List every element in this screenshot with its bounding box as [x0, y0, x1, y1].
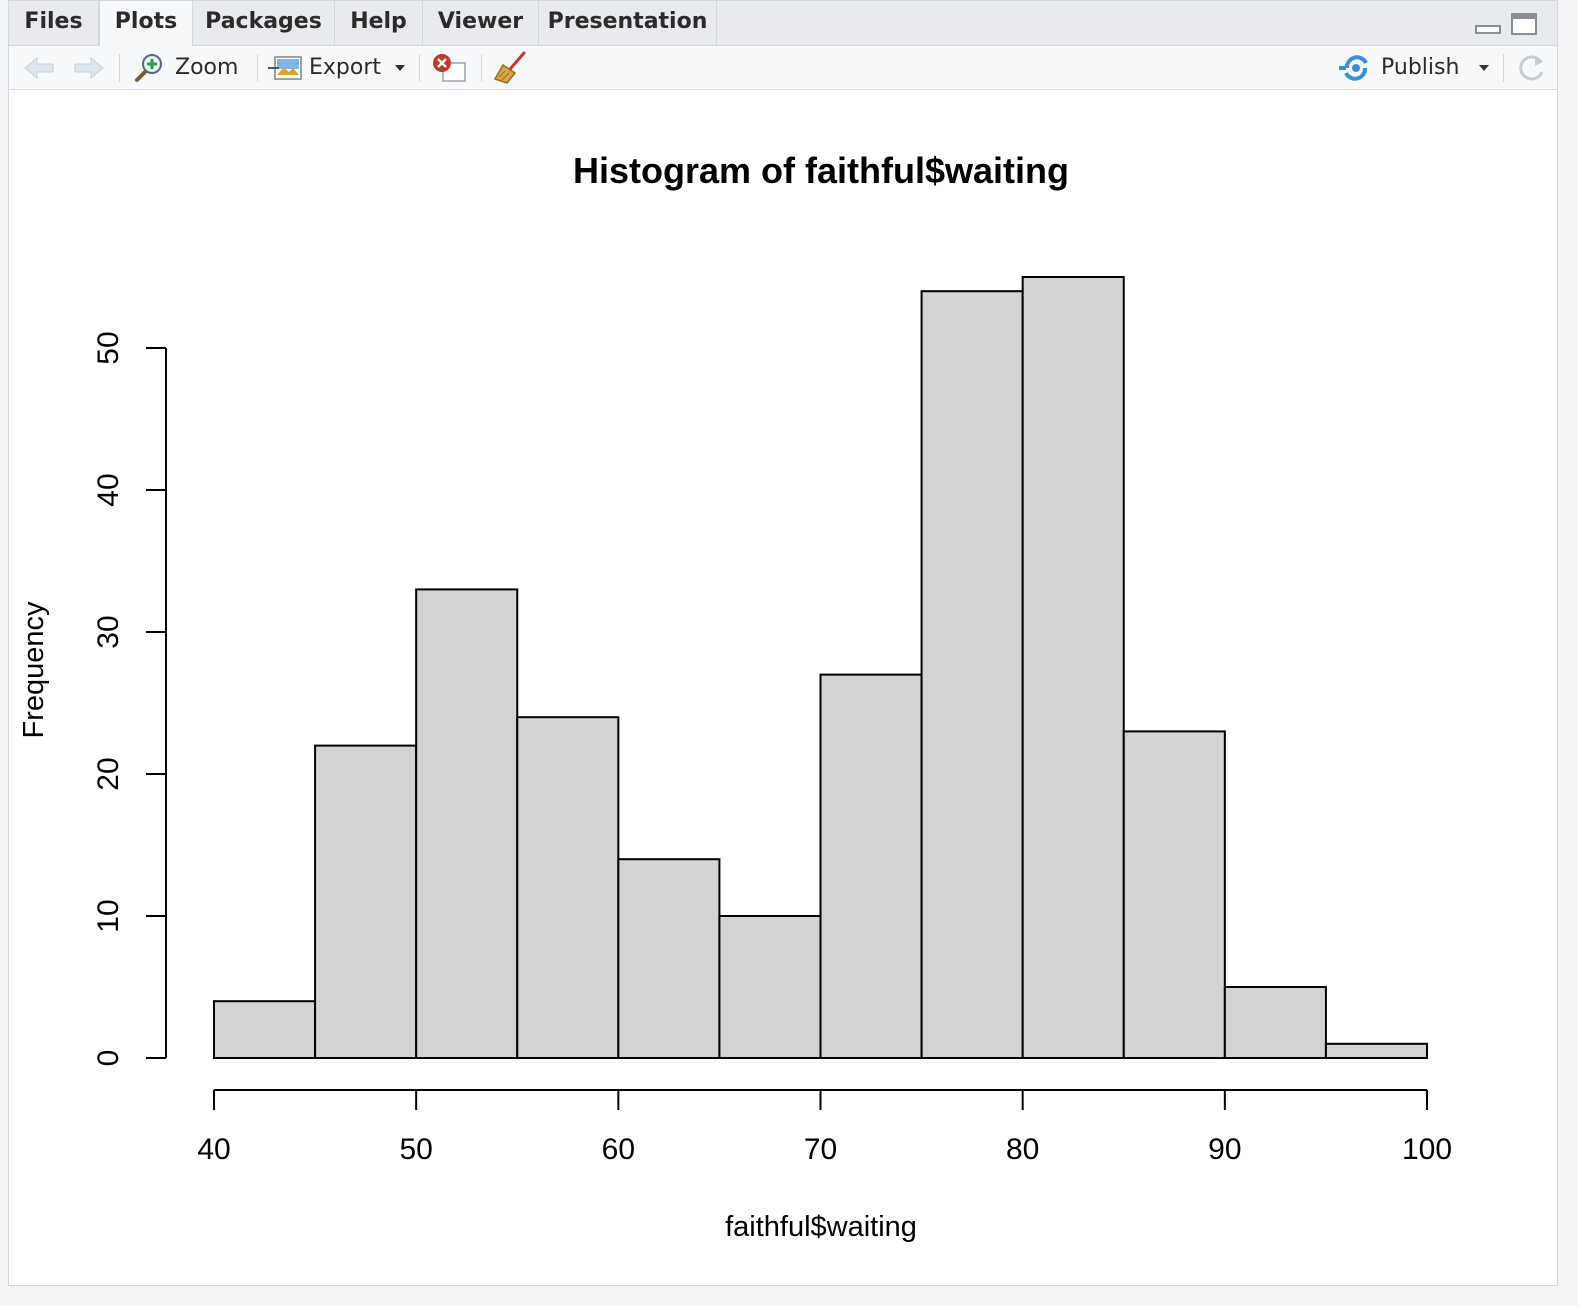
maximize-icon[interactable] [1511, 13, 1537, 35]
arrow-left-icon [24, 56, 54, 79]
toolbar-separator [1503, 54, 1504, 82]
refresh-icon [1519, 54, 1544, 80]
tab-files[interactable]: Files [9, 1, 99, 45]
image-export-icon [268, 55, 302, 80]
publish-icon [1339, 54, 1368, 81]
histogram-bar [617, 858, 721, 1060]
zoom-button[interactable]: Zoom [133, 46, 238, 89]
x-axis: 40 50 60 70 80 90 100 [197, 1089, 1452, 1166]
y-tick-label: 10 [92, 899, 125, 932]
tab-presentation[interactable]: Presentation [539, 1, 717, 45]
histogram-bar [415, 588, 519, 1059]
chevron-down-icon [395, 64, 406, 71]
magnifier-plus-icon [135, 53, 162, 82]
toolbar-separator [119, 54, 120, 82]
remove-plot-icon [433, 53, 466, 82]
toolbar-separator [481, 54, 482, 82]
histogram-bar [718, 915, 822, 1059]
x-tick-label: 90 [1208, 1133, 1241, 1166]
histogram-bar [213, 1000, 317, 1060]
histogram-bar [314, 744, 418, 1059]
tab-viewer[interactable]: Viewer [423, 1, 539, 45]
chevron-down-icon [1479, 64, 1490, 71]
publish-label: Publish [1381, 55, 1460, 80]
histogram-bar [516, 716, 620, 1059]
histogram-bar [819, 673, 923, 1059]
x-tick-label: 80 [1006, 1133, 1039, 1166]
publish-button[interactable]: Publish [1339, 46, 1490, 89]
export-button[interactable]: Export [267, 46, 406, 89]
y-tick-label: 30 [92, 615, 125, 648]
remove-plot-button[interactable] [429, 46, 467, 89]
chart-title: Histogram of faithful$waiting [573, 150, 1069, 191]
arrow-right-icon [74, 56, 104, 79]
plots-pane: Files Plots Packages Help Viewer Present… [8, 0, 1558, 1286]
clear-plots-button[interactable] [493, 46, 527, 89]
zoom-label: Zoom [175, 55, 239, 80]
plot-area: Histogram of faithful$waiting faithful$w… [9, 90, 1557, 1285]
tab-help[interactable]: Help [335, 1, 423, 45]
tab-plots[interactable]: Plots [99, 1, 193, 47]
x-tick-label: 100 [1402, 1133, 1452, 1166]
y-axis: 0 10 20 30 40 50 [92, 331, 167, 1067]
forward-button[interactable] [73, 46, 105, 89]
histogram-chart: Histogram of faithful$waiting faithful$w… [18, 150, 1452, 1243]
x-tick-label: 70 [804, 1133, 837, 1166]
x-tick-label: 60 [602, 1133, 635, 1166]
x-tick-label: 50 [399, 1133, 432, 1166]
y-tick-label: 40 [92, 473, 125, 506]
tab-bar: Files Plots Packages Help Viewer Present… [9, 1, 1557, 47]
refresh-button[interactable] [1515, 46, 1547, 89]
y-tick-label: 20 [92, 757, 125, 790]
x-axis-label: faithful$waiting [725, 1211, 917, 1243]
y-tick-label: 50 [92, 331, 125, 364]
histogram-bar [1122, 730, 1226, 1060]
histogram-bar [920, 290, 1024, 1059]
x-tick-label: 40 [197, 1133, 230, 1166]
histogram-bar [1324, 1042, 1428, 1059]
y-tick-label: 0 [92, 1050, 125, 1067]
export-label: Export [309, 55, 382, 80]
y-axis-label: Frequency [18, 601, 50, 739]
broom-icon [493, 51, 526, 84]
back-button[interactable] [23, 46, 55, 89]
tab-packages[interactable]: Packages [193, 1, 335, 45]
histogram-bar [1223, 986, 1327, 1059]
histogram-bars [213, 276, 1428, 1060]
toolbar-separator [257, 54, 258, 82]
histogram-bar [1021, 276, 1125, 1059]
plot-toolbar: Zoom Export [9, 46, 1557, 90]
toolbar-separator [419, 54, 420, 82]
minimize-icon[interactable] [1475, 13, 1501, 35]
